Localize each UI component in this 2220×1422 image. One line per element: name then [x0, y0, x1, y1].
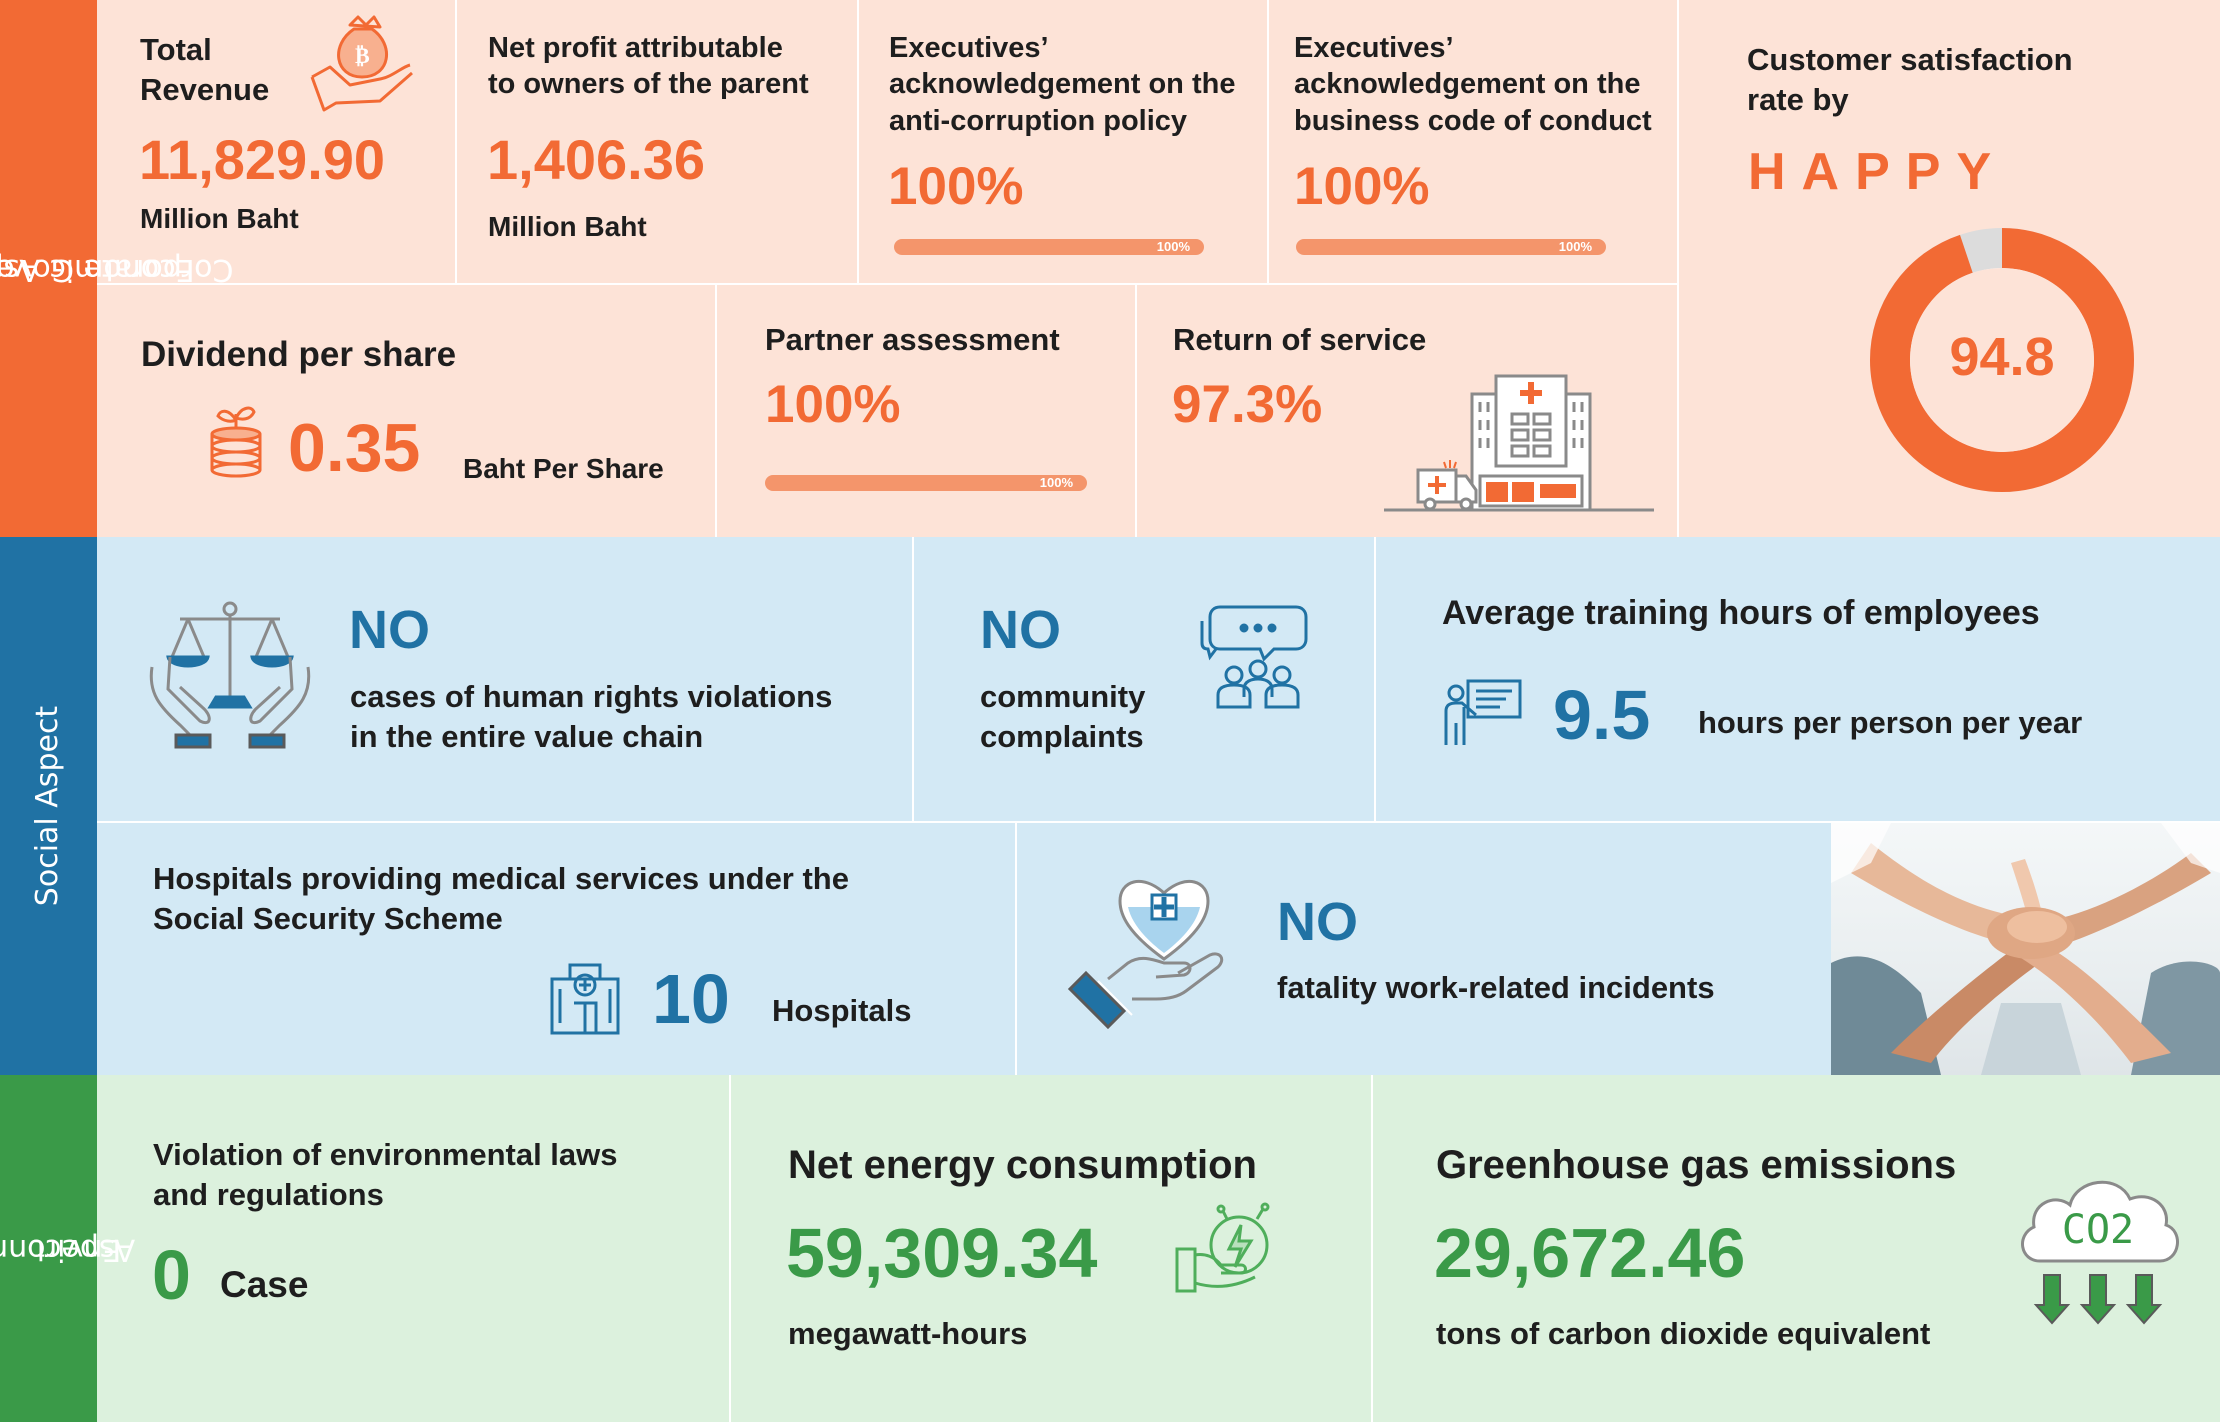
social-section: Social Aspect NO cases of human rights v…	[0, 537, 2220, 1075]
community-headline: NO	[980, 600, 1061, 660]
money-bag-hand-icon: ₿	[310, 15, 413, 112]
happy-brand: HAPPY	[1748, 143, 2008, 201]
team-hands-photo	[1831, 823, 2220, 1075]
satisfaction-donut-arc	[1870, 228, 2134, 492]
revenue-unit: Million Baht	[140, 203, 299, 234]
training-value: 9.5	[1553, 676, 1651, 754]
environment-side-label: EnvironmentalAspect	[0, 1075, 135, 1422]
satisfaction-value: 94.8	[1949, 327, 2055, 387]
violation-value: 0	[152, 1236, 191, 1314]
return-of-service-value: 97.3%	[1172, 375, 1323, 434]
energy-hand-icon	[1175, 1202, 1270, 1293]
net-profit-value: 1,406.36	[487, 128, 705, 191]
hospitals-value: 10	[652, 960, 730, 1038]
coin-stack-plant-icon	[210, 406, 262, 478]
violation-unit: Case	[220, 1264, 309, 1305]
hospitals-unit: Hospitals	[772, 993, 912, 1028]
hospital-building-icon	[550, 963, 620, 1035]
fatality-headline: NO	[1277, 892, 1358, 952]
code-of-conduct-value: 100%	[1294, 157, 1430, 216]
governance-side-label: Corporate Governance andEconomic Aspect	[0, 0, 234, 537]
scales-hands-icon	[149, 601, 311, 749]
partner-label: Partner assessment	[765, 322, 1060, 357]
code-of-conduct-progress-bar: 100%	[1296, 239, 1606, 255]
satisfaction-donut-chart	[1870, 228, 2134, 492]
training-unit: hours per person per year	[1698, 705, 2083, 740]
social-side-label: Social Aspect	[0, 537, 97, 1075]
anti-corruption-value: 100%	[888, 157, 1024, 216]
energy-unit: megawatt-hours	[788, 1316, 1028, 1351]
co2-cloud-icon: CO2	[2021, 1180, 2179, 1325]
revenue-value: 11,829.90	[139, 128, 386, 191]
anti-corruption-progress-bar: 100%	[894, 239, 1204, 255]
dividend-unit: Baht Per Share	[463, 453, 664, 484]
governance-section: Corporate Governance andEconomic Aspect …	[0, 0, 2220, 537]
ghg-value: 29,672.46	[1434, 1214, 1746, 1292]
trainer-board-icon	[1444, 679, 1522, 745]
energy-value: 59,309.34	[786, 1214, 1098, 1292]
ghg-label: Greenhouse gas emissions	[1436, 1143, 1957, 1187]
partner-value: 100%	[765, 375, 901, 434]
revenue-label: Total	[140, 32, 212, 67]
ghg-unit: tons of carbon dioxide equivalent	[1436, 1316, 1931, 1351]
heart-hand-icon	[1067, 880, 1224, 1030]
dividend-value: 0.35	[288, 410, 421, 486]
dividend-label: Dividend per share	[141, 335, 457, 374]
human-rights-headline: NO	[349, 600, 430, 660]
partner-progress-bar: 100%	[765, 475, 1087, 491]
environment-section: EnvironmentalAspect Violation of environ…	[0, 1075, 2220, 1422]
return-of-service-label: Return of service	[1173, 322, 1427, 357]
fatality-text: fatality work-related incidents	[1277, 970, 1715, 1005]
energy-label: Net energy consumption	[788, 1143, 1257, 1187]
community-chat-icon	[1200, 605, 1308, 709]
net-profit-unit: Million Baht	[488, 211, 647, 242]
svg-text:₿: ₿	[355, 44, 370, 69]
training-label: Average training hours of employees	[1442, 594, 2040, 632]
hospital-ambulance-icon	[1384, 374, 1654, 512]
co2-text: CO2	[2062, 1207, 2134, 1253]
